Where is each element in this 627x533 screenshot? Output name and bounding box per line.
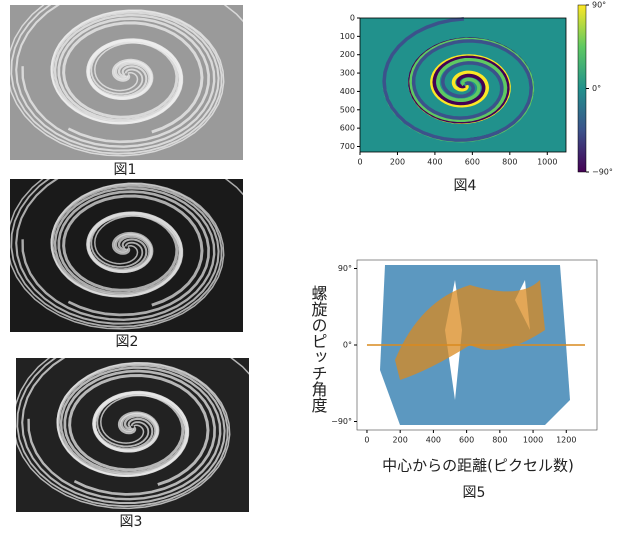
photo [8,150,268,332]
photo [14,330,274,512]
x-tick-label: 1000 [523,436,543,445]
x-tick-label: 800 [492,436,507,445]
caption: 図3 [120,514,143,530]
y-tick-label: 700 [340,142,355,151]
y-tick-label: −90° [331,417,352,426]
x-tick-label: 400 [427,158,442,167]
y-tick-label: 100 [340,32,355,41]
x-tick-label: 200 [390,158,405,167]
colorbar [578,5,586,172]
y-tick-label: 500 [340,105,355,114]
page: {"figures": { "fig1": {"caption": "図1"},… [0,0,627,533]
y-tick-label: 0 [350,14,355,23]
photo-content [14,330,274,512]
x-tick-label: 200 [393,436,408,445]
x-tick-label: 1200 [556,436,576,445]
y-tick-label: 600 [340,124,355,133]
x-tick-label: 600 [459,436,474,445]
x-axis-label: 中心からの距離(ピクセル数) [382,457,574,475]
colorbar-tick-label: 90° [592,1,606,10]
x-tick-label: 0 [357,158,362,167]
caption: 図4 [454,178,477,194]
photo-content [8,150,268,332]
colorbar-tick-label: 0° [592,84,601,93]
photos [8,0,274,512]
caption: 図1 [114,162,137,178]
x-tick-label: 800 [502,158,517,167]
photo [8,0,268,160]
x-tick-label: 0 [364,436,369,445]
y-tick-label: 300 [340,69,355,78]
colorbar-tick-label: −90° [592,168,613,177]
x-tick-label: 1000 [537,158,557,167]
x-tick-label: 400 [426,436,441,445]
x-tick-label: 600 [465,158,480,167]
y-tick-label: 200 [340,50,355,59]
figure-sheet: 図1 図2 図3 図4 図5 中心からの距離(ピクセル数) 螺旋のピッチ角度 0… [0,0,627,533]
y-axis-label: 螺旋のピッチ角度 [309,285,328,413]
y-tick-label: 90° [338,264,352,273]
photo-content [8,0,268,160]
caption: 図5 [463,485,486,501]
y-tick-label: 400 [340,87,355,96]
y-tick-label: 0° [343,341,352,350]
caption: 図2 [116,334,139,350]
